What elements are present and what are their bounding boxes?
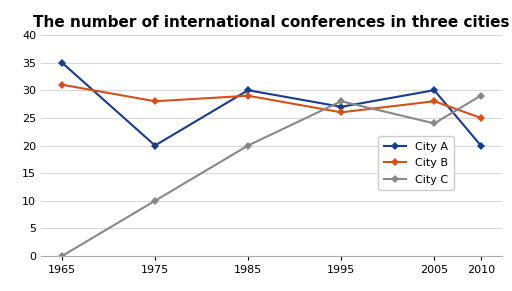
City C — [338, 100, 344, 103]
City B — [338, 111, 344, 114]
City B — [478, 116, 484, 120]
City B — [431, 100, 437, 103]
Line: City C: City C — [59, 93, 484, 259]
City B — [59, 83, 65, 86]
City C — [431, 122, 437, 125]
City A — [478, 144, 484, 147]
Legend: City A, City B, City C: City A, City B, City C — [378, 136, 454, 190]
City B — [152, 100, 158, 103]
City A — [245, 88, 251, 92]
Title: The number of international conferences in three cities: The number of international conferences … — [33, 15, 509, 30]
City C — [478, 94, 484, 97]
Line: City B: City B — [59, 82, 484, 121]
City A — [338, 105, 344, 109]
City A — [152, 144, 158, 147]
City C — [59, 254, 65, 258]
City A — [59, 61, 65, 64]
Line: City A: City A — [59, 60, 484, 148]
City A — [431, 88, 437, 92]
City B — [245, 94, 251, 97]
City C — [152, 199, 158, 203]
City C — [245, 144, 251, 147]
